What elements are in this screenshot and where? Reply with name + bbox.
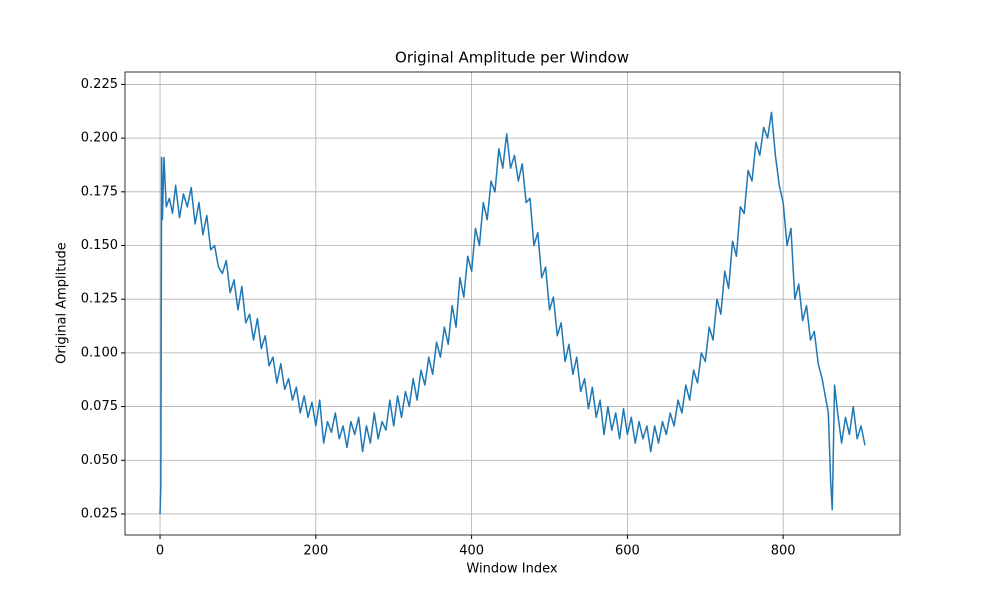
- chart-title: Original Amplitude per Window: [395, 49, 629, 67]
- x-tick-label: 600: [615, 544, 640, 559]
- plot-frame: [124, 71, 901, 536]
- x-tick-label: 200: [303, 544, 328, 559]
- y-tick-label: 0.125: [81, 292, 118, 307]
- y-tick-label: 0.175: [81, 184, 118, 199]
- y-tick-label: 0.050: [81, 453, 118, 468]
- x-tick-label: 400: [459, 544, 484, 559]
- line-series: [159, 111, 866, 514]
- y-tick-label: 0.150: [81, 238, 118, 253]
- y-tick-label: 0.200: [81, 131, 118, 146]
- x-axis-label: Window Index: [466, 562, 557, 577]
- y-tick-label: 0.025: [81, 506, 118, 521]
- x-tick-label: 800: [771, 544, 796, 559]
- y-tick-label: 0.100: [81, 345, 118, 360]
- y-tick-label: 0.225: [81, 77, 118, 92]
- x-tick-label: 0: [156, 544, 164, 559]
- y-tick-label: 0.075: [81, 399, 118, 414]
- y-axis-label: Original Amplitude: [55, 242, 70, 364]
